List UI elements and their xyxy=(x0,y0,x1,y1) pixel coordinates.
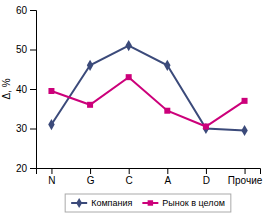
y-axis-title: Δ, % xyxy=(1,78,12,99)
x-tick: Прочие xyxy=(228,168,263,186)
y-axis-line xyxy=(30,11,37,169)
legend-marker xyxy=(148,200,153,205)
y-axis: 20 30 40 50 60 xyxy=(16,5,37,174)
x-tick-label: Прочие xyxy=(228,175,263,186)
y-tick-label: 40 xyxy=(16,84,28,95)
y-tick-mark xyxy=(30,10,36,11)
y-tick-mark xyxy=(30,168,36,169)
x-tick-mark xyxy=(167,168,168,174)
y-tick-label: 30 xyxy=(16,123,28,134)
x-tick: N xyxy=(48,168,55,186)
series-line xyxy=(51,46,244,131)
series-marker xyxy=(203,123,209,134)
y-tick: 30 xyxy=(16,123,36,134)
y-tick: 20 xyxy=(16,163,36,174)
legend: Компания Рынок в целом xyxy=(65,194,231,212)
series-marker xyxy=(164,60,170,71)
legend-marker xyxy=(76,198,82,208)
series-marker xyxy=(48,119,54,130)
series-marker xyxy=(48,88,54,94)
series-marker xyxy=(126,74,132,80)
x-tick-label: C xyxy=(126,175,133,186)
y-tick-mark xyxy=(30,89,36,90)
x-tick-mark xyxy=(51,168,52,174)
x-tick-label: D xyxy=(203,175,210,186)
legend-label: Рынок в целом xyxy=(162,198,224,208)
chart: N G C A D Прочие 20 30 40 50 60 Δ, % Компания Рынок в… xyxy=(0,0,270,220)
x-tick: A xyxy=(164,168,171,186)
series-group xyxy=(48,40,248,136)
y-tick-label: 60 xyxy=(16,5,28,16)
series-marker xyxy=(241,125,247,136)
x-axis-line xyxy=(37,169,261,175)
legend-frame xyxy=(65,194,231,212)
x-tick-label: A xyxy=(164,175,171,186)
series-marker xyxy=(87,102,93,108)
x-tick: G xyxy=(87,168,95,186)
series-marker xyxy=(87,60,93,71)
series-line xyxy=(51,77,244,126)
series-marker xyxy=(125,40,131,51)
x-tick: D xyxy=(203,168,210,186)
y-tick: 40 xyxy=(16,84,36,95)
y-tick-mark xyxy=(30,50,36,51)
plot: N G C A D Прочие 20 30 40 50 60 Δ, % xyxy=(1,5,263,186)
legend-item: Компания xyxy=(71,198,132,208)
x-tick-mark xyxy=(206,168,207,174)
series-marker xyxy=(203,124,209,130)
x-tick-label: G xyxy=(87,175,95,186)
x-axis: N G C A D Прочие xyxy=(37,168,263,186)
x-tick-mark xyxy=(245,168,246,174)
series-marker xyxy=(242,98,248,104)
x-tick-mark xyxy=(129,168,130,174)
series-marker xyxy=(164,108,170,114)
y-tick-mark xyxy=(30,129,36,130)
y-tick-label: 50 xyxy=(16,44,28,55)
x-tick-mark xyxy=(90,168,91,174)
legend-label: Компания xyxy=(91,198,132,208)
x-tick-label: N xyxy=(48,175,55,186)
y-tick: 50 xyxy=(16,44,36,55)
x-tick: C xyxy=(126,168,133,186)
y-tick-label: 20 xyxy=(16,163,28,174)
legend-item: Рынок в целом xyxy=(142,198,224,208)
y-tick: 60 xyxy=(16,5,36,16)
